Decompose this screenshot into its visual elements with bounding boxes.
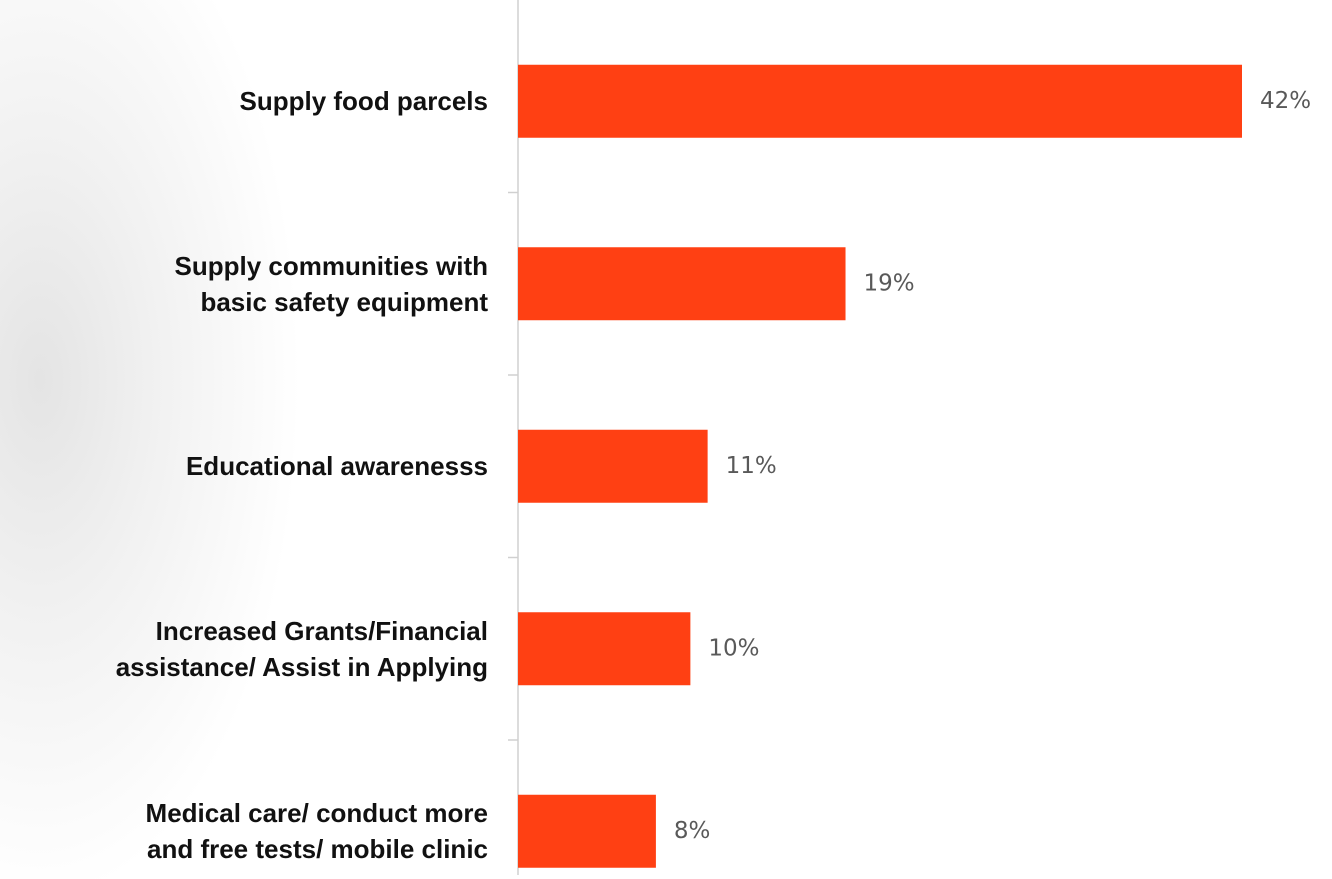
bar xyxy=(518,247,846,321)
bar xyxy=(518,612,691,686)
category-label: Educational awarenesss xyxy=(185,451,488,482)
bar xyxy=(518,794,656,868)
bar xyxy=(518,64,1242,138)
value-label: 42% xyxy=(1260,88,1311,114)
bar xyxy=(518,429,708,503)
value-label: 8% xyxy=(674,818,711,844)
value-label: 19% xyxy=(864,270,915,296)
category-label: Supply communities with basic safety equ… xyxy=(174,250,488,317)
category-label: Increased Grants/Financial assistance/ A… xyxy=(115,615,488,682)
value-label: 11% xyxy=(726,453,777,479)
category-label: Medical care/ conduct more and free test… xyxy=(145,798,488,865)
value-label: 10% xyxy=(708,635,759,661)
category-label: Supply food parcels xyxy=(239,86,489,117)
